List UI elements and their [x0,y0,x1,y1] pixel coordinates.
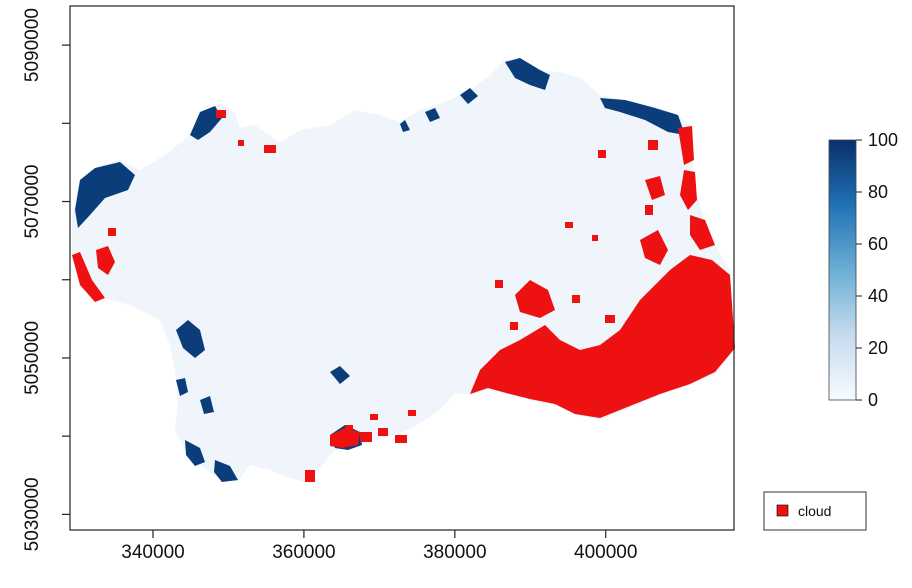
y-tick-label: 5070000 [22,165,43,239]
colorbar-tick-label: 100 [868,130,898,150]
colorbar: 0 20 40 60 80 100 [828,130,898,410]
colorbar-tick-label: 80 [868,182,888,202]
x-axis: 340000 360000 380000 400000 [121,530,637,563]
plot-frame [69,5,735,531]
map-raster [72,58,735,482]
colorbar-tick-label: 40 [868,286,888,306]
cloud-patches [72,110,735,482]
legend-label: cloud [798,503,831,519]
colorbar-ticks: 0 20 40 60 80 100 [856,130,898,410]
colorbar-tick-label: 20 [868,338,888,358]
colorbar-gradient [828,139,857,401]
y-axis: 5030000 5050000 5070000 5090000 [22,8,70,551]
x-tick-label: 360000 [272,542,335,563]
y-tick-label: 5050000 [22,321,43,395]
high-value-patches [75,58,685,482]
legend: cloud [763,491,867,531]
x-tick-label: 400000 [574,542,637,563]
y-tick-label: 5030000 [22,477,43,551]
colorbar-tick-label: 0 [868,390,878,410]
y-tick-label: 5090000 [22,8,43,82]
legend-swatch [776,504,789,517]
x-tick-label: 380000 [423,542,486,563]
colorbar-tick-label: 60 [868,234,888,254]
x-tick-label: 340000 [121,542,184,563]
